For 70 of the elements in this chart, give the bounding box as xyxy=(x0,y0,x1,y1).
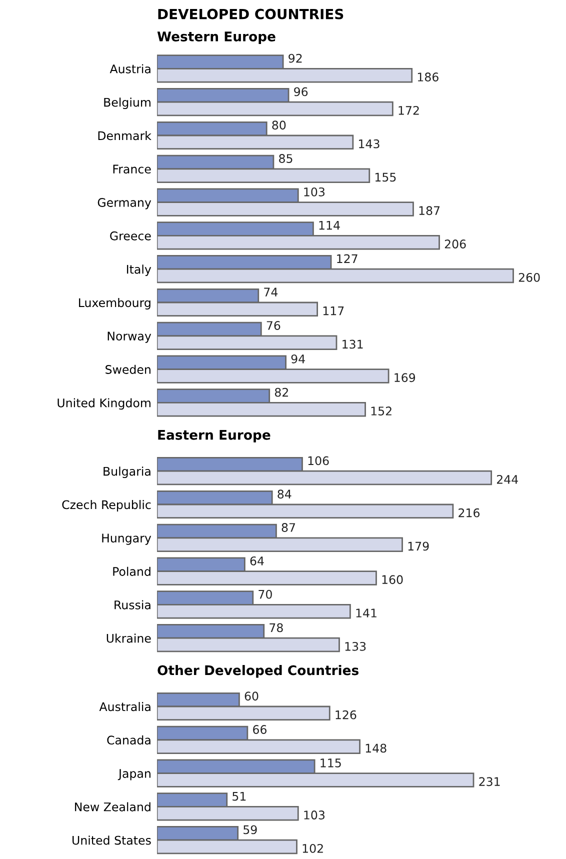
y-tick-label: Denmark xyxy=(98,131,152,140)
data-label: 231 xyxy=(479,777,500,786)
y-tick-label: Hungary xyxy=(102,534,152,545)
data-label: 115 xyxy=(320,758,341,768)
chart-subtitle: Western Europe xyxy=(157,32,276,44)
chart-title: DEVELOPED COUNTRIES xyxy=(158,8,344,20)
data-label: 152 xyxy=(371,406,392,416)
data-label: 244 xyxy=(496,474,518,484)
y-tick-label: Austria xyxy=(110,64,150,74)
y-tick-label: Russia xyxy=(114,600,150,610)
data-label: 141 xyxy=(356,608,376,618)
data-label: 85 xyxy=(279,154,292,163)
data-label: 186 xyxy=(418,72,438,82)
y-tick-label: Norway xyxy=(108,332,152,343)
data-label: 51 xyxy=(232,792,246,801)
data-label: 92 xyxy=(288,54,302,63)
y-tick-label: Germany xyxy=(98,198,152,210)
data-label: 103 xyxy=(304,810,325,820)
data-label: 82 xyxy=(274,388,288,397)
data-label: 96 xyxy=(294,87,308,96)
y-tick-label: Australia xyxy=(99,702,150,712)
data-label: 260 xyxy=(518,272,540,282)
y-tick-label: Greece xyxy=(110,231,151,240)
data-label: 64 xyxy=(250,556,264,566)
data-label: 133 xyxy=(345,642,366,651)
data-label: 206 xyxy=(444,240,466,248)
data-label: 143 xyxy=(359,139,380,148)
data-label: 179 xyxy=(408,542,429,551)
y-tick-label: Poland xyxy=(113,566,150,576)
data-label: 102 xyxy=(302,844,323,853)
data-label: 160 xyxy=(382,575,403,584)
y-tick-label: Czech Republic xyxy=(62,500,151,512)
y-tick-label: France xyxy=(113,164,151,174)
data-label: 94 xyxy=(291,354,305,364)
data-label: 60 xyxy=(244,692,258,701)
y-tick-label: New Zealand xyxy=(75,802,150,812)
data-label: 76 xyxy=(266,321,280,330)
data-label: 187 xyxy=(419,206,440,216)
data-label: 74 xyxy=(264,288,278,296)
data-label: 169 xyxy=(394,373,416,382)
data-label: 155 xyxy=(375,172,396,182)
data-label: 84 xyxy=(278,490,292,499)
data-label: 66 xyxy=(253,725,266,734)
y-tick-label: Japan xyxy=(118,769,150,780)
data-label: 103 xyxy=(304,187,325,196)
y-tick-label: Luxembourg xyxy=(79,298,150,310)
y-tick-label: Belgium xyxy=(104,98,150,110)
data-label: 172 xyxy=(398,106,419,115)
data-label: 148 xyxy=(366,744,386,753)
data-label: 78 xyxy=(270,623,283,632)
y-tick-label: United States xyxy=(72,836,151,845)
data-label: 87 xyxy=(282,523,296,532)
chart-title: Other Developed Countries xyxy=(158,665,358,678)
data-label: 127 xyxy=(337,254,358,264)
data-label: 114 xyxy=(319,221,340,230)
y-tick-label: United Kingdom xyxy=(58,398,150,410)
data-label: 80 xyxy=(272,120,286,130)
data-label: 70 xyxy=(258,590,272,599)
data-label: 117 xyxy=(323,306,344,316)
data-label: 126 xyxy=(336,710,356,720)
data-label: 131 xyxy=(342,340,363,349)
data-label: 106 xyxy=(308,456,329,466)
y-tick-label: Italy xyxy=(126,264,152,276)
chart-title: Eastern Europe xyxy=(158,430,270,442)
y-tick-label: Bulgaria xyxy=(104,466,150,478)
data-label: 59 xyxy=(244,825,257,834)
y-tick-label: Canada xyxy=(107,735,150,745)
y-tick-label: Sweden xyxy=(106,364,150,374)
data-label: 216 xyxy=(458,508,480,518)
y-tick-label: Ukraine xyxy=(106,634,151,643)
